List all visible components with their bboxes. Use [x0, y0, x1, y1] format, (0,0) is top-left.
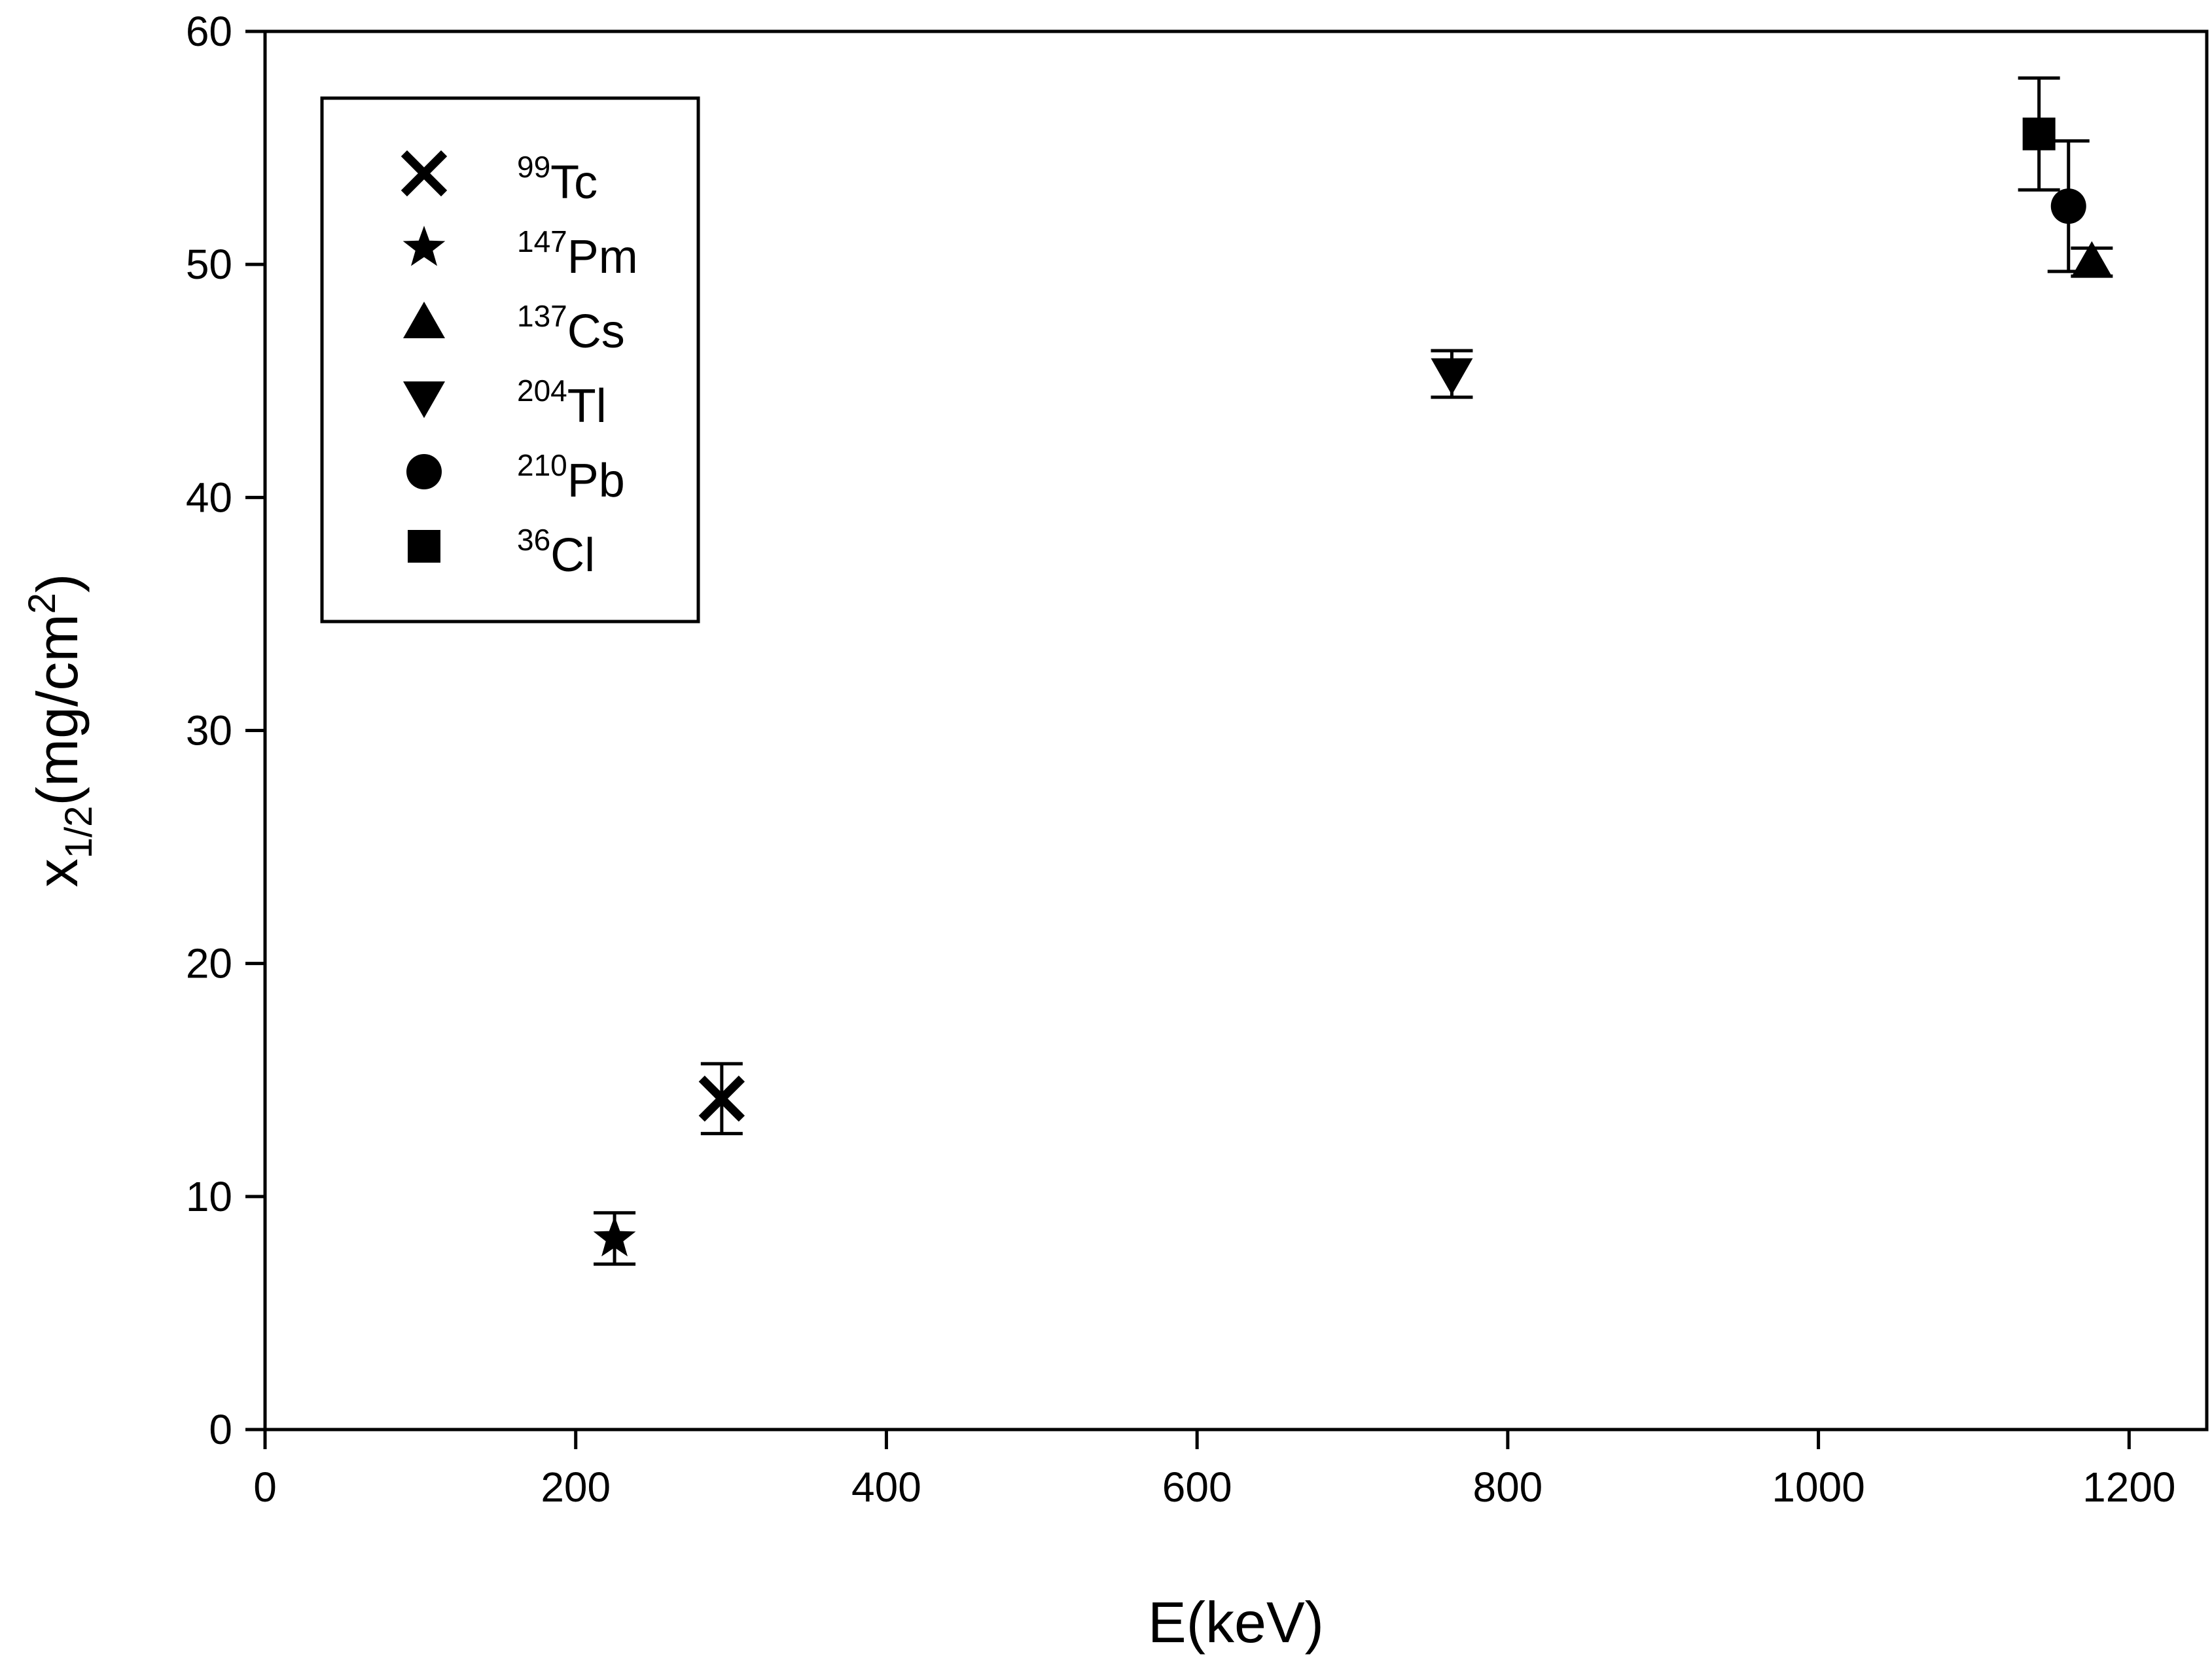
data-point-cs — [2071, 241, 2113, 278]
data-point-pm — [593, 1216, 636, 1257]
y-tick-label: 10 — [186, 1173, 232, 1220]
y-tick-label: 0 — [209, 1406, 232, 1453]
legend-marker-cl — [408, 530, 440, 563]
legend-marker-tl — [403, 381, 445, 418]
x-tick-label: 0 — [253, 1464, 277, 1511]
legend-label-cl: 36Cl — [517, 523, 595, 582]
data-point-cl — [2022, 117, 2056, 150]
x-tick-label: 600 — [1162, 1464, 1232, 1511]
y-axis-title-base: x — [25, 858, 90, 887]
y-axis-title-subscript: 1/2 — [58, 806, 100, 859]
legend-label-pm: 147Pm — [517, 224, 638, 283]
axes: 0 200 400 600 800 1000 1200 0 10 20 30 40 50 60 — [186, 8, 2176, 1511]
x-axis-title: E(keV) — [1148, 1590, 1324, 1655]
legend-label-tc: 99Tc — [517, 150, 598, 209]
y-tick-label: 50 — [186, 241, 232, 288]
x-tick-label: 800 — [1472, 1464, 1543, 1511]
data-point-pb — [2050, 188, 2086, 224]
x-tick-label: 200 — [541, 1464, 611, 1511]
y-axis-title: x1/2(mg/cm2) — [21, 574, 100, 888]
y-axis-title-unit-sup: 2 — [21, 593, 63, 614]
legend-marker-tc — [401, 150, 448, 197]
data-point-tc — [698, 1076, 745, 1122]
legend: 99Tc 147Pm 137Cs 204Tl 210Pb 36Cl — [320, 96, 700, 624]
legend-label-pb: 210Pb — [517, 448, 625, 507]
y-axis-title-unit: (mg/cm — [25, 614, 90, 805]
x-tick-label: 1200 — [2082, 1464, 2175, 1511]
data-points — [593, 76, 2113, 1266]
y-tick-label: 20 — [186, 940, 232, 987]
y-tick-label: 30 — [186, 707, 232, 754]
x-tick-label: 400 — [851, 1464, 921, 1511]
y-axis-title-unit-close: ) — [25, 574, 90, 593]
x-tick-label: 1000 — [1772, 1464, 1864, 1511]
y-tick-label: 60 — [186, 8, 232, 55]
legend-marker-pb — [406, 454, 442, 489]
legend-marker-pm — [402, 226, 446, 266]
y-tick-label: 40 — [186, 474, 232, 521]
legend-box — [320, 96, 700, 624]
data-point-tl — [1431, 358, 1473, 395]
legend-label-tl: 204Tl — [517, 374, 607, 432]
legend-marker-cs — [403, 302, 445, 338]
legend-label-cs: 137Cs — [517, 299, 625, 358]
